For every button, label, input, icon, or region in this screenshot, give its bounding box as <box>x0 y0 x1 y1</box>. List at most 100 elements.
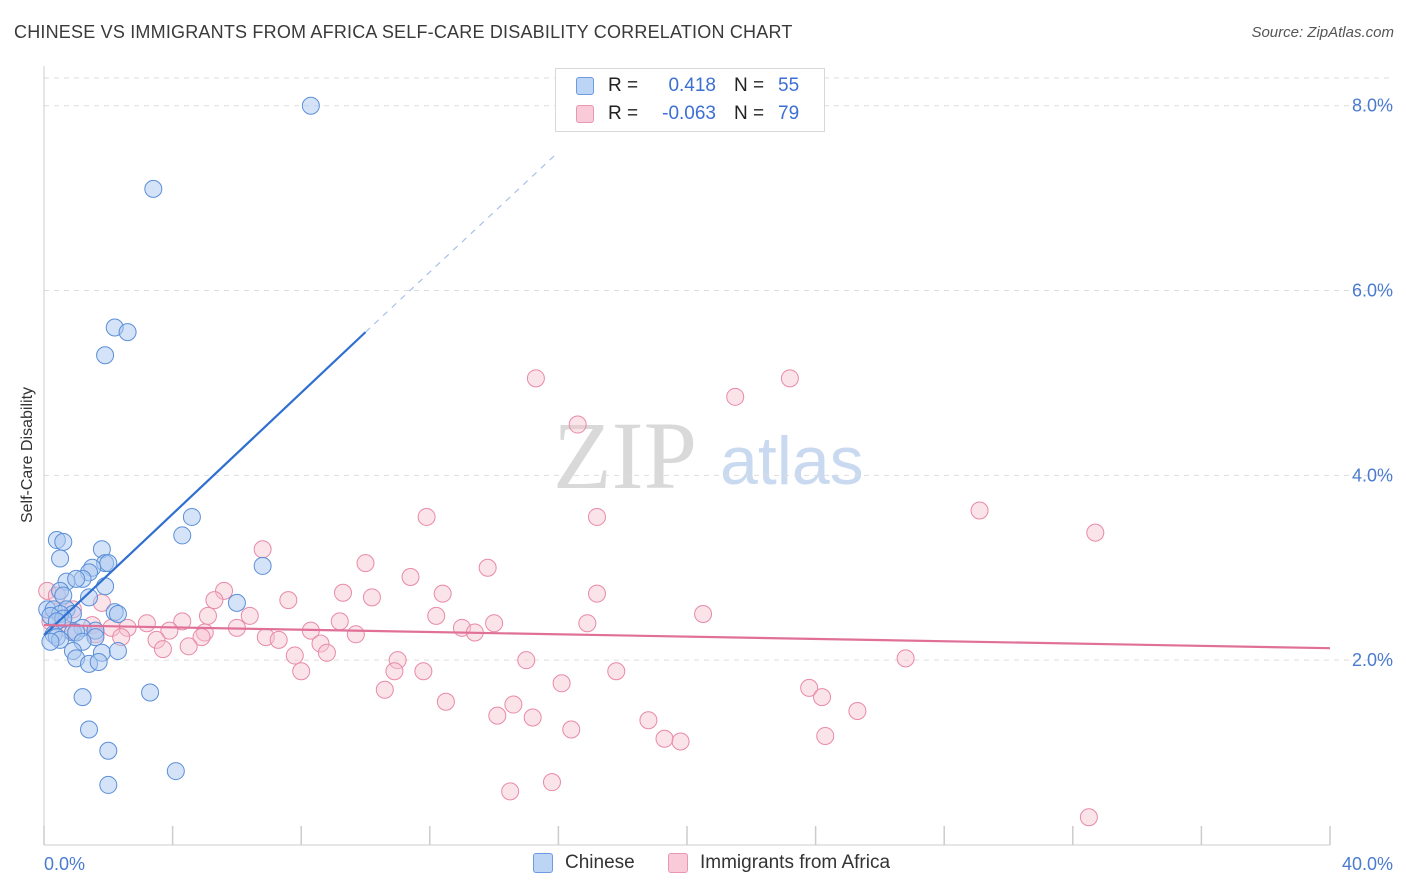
tick-labels: 2.0% 4.0% 6.0% 8.0% 0.0% 40.0% <box>44 96 1393 874</box>
africa-swatch <box>576 105 594 123</box>
africa-point <box>375 680 394 699</box>
africa-point <box>427 606 446 625</box>
africa-point <box>137 614 156 633</box>
chinese-points <box>38 96 320 794</box>
chinese-point <box>67 569 86 588</box>
africa-point <box>523 708 542 727</box>
legend-row-africa: R = -0.063 N = 79 <box>576 101 799 127</box>
chinese-point <box>41 632 60 651</box>
chinese-point <box>141 683 160 702</box>
africa-point <box>726 387 745 406</box>
chinese-point <box>54 532 73 551</box>
chinese-trend-extension <box>365 151 559 333</box>
chinese-point <box>96 577 115 596</box>
stats-legend: R = 0.418 N = 55 R = -0.063 N = 79 <box>555 68 825 132</box>
legend-item-chinese[interactable]: Chinese <box>533 852 635 874</box>
chinese-point <box>144 179 163 198</box>
africa-point <box>568 415 587 434</box>
r-value: 0.418 <box>668 75 716 96</box>
africa-point <box>562 720 581 739</box>
axes <box>43 66 1331 846</box>
africa-point <box>504 695 523 714</box>
chinese-point <box>73 688 92 707</box>
y-tick-label: 4.0% <box>1352 465 1393 485</box>
africa-point <box>578 614 597 633</box>
chinese-swatch <box>533 853 553 873</box>
africa-point <box>478 558 497 577</box>
africa-point <box>179 637 198 656</box>
africa-point <box>896 649 915 668</box>
africa-point <box>311 634 330 653</box>
chinese-point <box>118 323 137 342</box>
africa-point <box>385 662 404 681</box>
y-tick-label: 6.0% <box>1352 281 1393 301</box>
source-label: Source: ZipAtlas.com <box>1251 24 1394 41</box>
chinese-point <box>227 593 246 612</box>
series-legend: Chinese Immigrants from Africa <box>0 852 1406 878</box>
x-tick-label: 0.0% <box>44 854 85 874</box>
chinese-point <box>99 775 118 794</box>
africa-point <box>671 732 690 751</box>
africa-swatch <box>668 853 688 873</box>
legend-label-chinese: Chinese <box>565 852 635 873</box>
n-label: N = <box>734 75 765 96</box>
africa-point <box>433 584 452 603</box>
africa-point <box>526 369 545 388</box>
chinese-point <box>99 741 118 760</box>
africa-point <box>292 662 311 681</box>
chinese-point <box>166 762 185 781</box>
r-label: R = <box>608 103 639 124</box>
africa-point <box>587 584 606 603</box>
africa-point <box>552 674 571 693</box>
africa-point <box>607 662 626 681</box>
chinese-point <box>51 549 70 568</box>
africa-point <box>401 568 420 587</box>
legend-label-africa: Immigrants from Africa <box>700 852 891 873</box>
africa-point <box>317 643 336 662</box>
r-value: -0.063 <box>662 103 716 124</box>
watermark-atlas: atlas <box>720 423 864 499</box>
r-label: R = <box>608 75 639 96</box>
africa-point <box>816 726 835 745</box>
africa-point <box>253 540 272 559</box>
africa-point <box>970 501 989 520</box>
chinese-swatch <box>576 77 594 95</box>
africa-point <box>488 706 507 725</box>
africa-point <box>800 678 819 697</box>
chinese-point <box>108 604 127 623</box>
watermark-zip: ZIP <box>553 402 697 509</box>
y-tick-label: 8.0% <box>1352 96 1393 116</box>
chinese-trend-line <box>43 331 367 637</box>
africa-point <box>173 612 192 631</box>
africa-point <box>362 588 381 607</box>
n-label: N = <box>734 103 765 124</box>
legend-item-africa[interactable]: Immigrants from Africa <box>668 852 890 874</box>
n-value: 79 <box>778 103 800 124</box>
africa-point <box>269 630 288 649</box>
y-tick-label: 2.0% <box>1352 650 1393 670</box>
africa-point <box>346 625 365 644</box>
chinese-point <box>301 96 320 115</box>
africa-point <box>639 711 658 730</box>
africa-points <box>38 369 1105 827</box>
africa-point <box>215 581 234 600</box>
africa-point <box>655 729 674 748</box>
africa-point <box>587 507 606 526</box>
africa-point <box>285 646 304 665</box>
chart-title: CHINESE VS IMMIGRANTS FROM AFRICA SELF-C… <box>14 22 793 42</box>
africa-point <box>501 782 520 801</box>
chinese-point <box>96 346 115 365</box>
chinese-point <box>182 507 201 526</box>
chinese-point <box>89 653 108 672</box>
africa-point <box>333 583 352 602</box>
chinese-point <box>80 588 99 607</box>
x-tick-label: 40.0% <box>1342 854 1393 874</box>
africa-point <box>517 651 536 670</box>
africa-point <box>153 640 172 659</box>
africa-point <box>813 688 832 707</box>
africa-point <box>694 604 713 623</box>
africa-point <box>356 554 375 573</box>
africa-point <box>848 702 867 721</box>
africa-point <box>417 507 436 526</box>
